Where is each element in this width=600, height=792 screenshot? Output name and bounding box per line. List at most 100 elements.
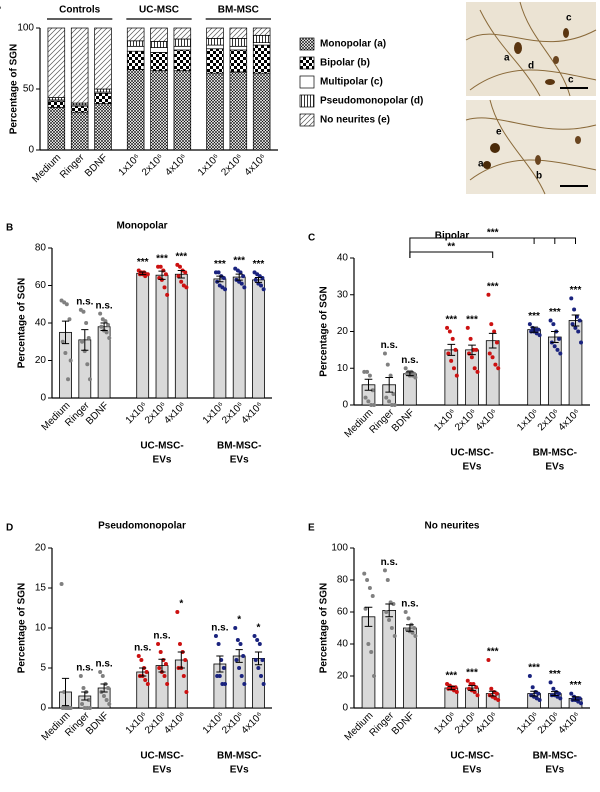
bar-segment (126, 27, 145, 42)
x-tick-label: 4x10⁶ (474, 407, 500, 433)
data-point (472, 690, 477, 694)
x-tick-label: 4x10⁶ (162, 400, 188, 426)
data-point (573, 325, 578, 330)
error-bar (406, 371, 414, 377)
data-point (527, 674, 532, 678)
data-point (555, 347, 560, 352)
data-point (234, 658, 239, 662)
group-label: BM-MSC- (533, 448, 577, 459)
x-tick-label: Medium (30, 152, 63, 185)
group-label: BM-MSC- (533, 751, 577, 762)
data-point (387, 618, 392, 622)
y-tick-label: 40 (337, 253, 349, 264)
significance-label: n.s. (95, 659, 112, 670)
significance-label: n.s. (381, 557, 398, 568)
data-point (372, 403, 377, 407)
data-point (413, 375, 418, 380)
data-point (98, 311, 103, 316)
x-tick-label: 4x10⁶ (163, 152, 189, 178)
group-label: UC-MSC- (140, 441, 183, 452)
comparison-label: *** (487, 228, 499, 239)
significance-label: * (237, 615, 241, 626)
error-bar (530, 690, 538, 697)
bar (232, 655, 246, 709)
significance-label: *** (445, 671, 457, 682)
data-point (445, 325, 450, 330)
data-point (81, 309, 86, 314)
data-point (184, 285, 189, 290)
significance-label: n.s. (211, 623, 228, 634)
bar-segment (94, 88, 112, 93)
x-tick-label: 2x10⁶ (453, 407, 479, 433)
legend-label: Pseudomonopolar (d) (320, 96, 423, 107)
data-point (475, 693, 480, 698)
data-point (84, 321, 89, 325)
bar (444, 349, 459, 406)
error-bar (530, 326, 538, 333)
significance-label: n.s. (153, 631, 170, 642)
data-point (577, 696, 582, 701)
data-point (551, 322, 556, 327)
data-point (176, 274, 181, 279)
data-point (406, 616, 411, 621)
error-bar (254, 276, 263, 283)
group-label: EVs (230, 765, 249, 776)
x-tick-label: 1x10⁶ (196, 152, 222, 178)
data-point (98, 670, 103, 674)
x-tick-label: 4x10⁶ (239, 400, 265, 426)
data-point (107, 702, 112, 706)
y-axis-label: Percentage of SGN (17, 278, 28, 369)
error-bar (447, 685, 456, 691)
error-bar (216, 655, 224, 673)
bar-segment (70, 111, 89, 151)
panel-letter: A (0, 1, 1, 12)
significance-label: *** (214, 259, 226, 270)
legend-swatch (299, 75, 315, 89)
data-point (104, 330, 109, 335)
bar (361, 616, 376, 709)
data-point (413, 634, 418, 638)
bar-segment (173, 49, 192, 72)
data-point (449, 358, 454, 363)
group-label: EVs (153, 455, 172, 466)
data-point (64, 302, 69, 307)
error-bar (100, 322, 108, 331)
group-label: EVs (463, 462, 482, 473)
data-point (144, 670, 149, 674)
data-point (365, 369, 370, 374)
y-tick-label: 15 (35, 583, 47, 594)
significance-label: * (179, 599, 183, 610)
significance-label: *** (466, 667, 478, 678)
data-point (101, 694, 106, 698)
error-bar (364, 378, 373, 391)
micrograph-label: e (496, 127, 502, 138)
bar (232, 276, 246, 399)
data-point (81, 686, 86, 690)
data-point (385, 578, 390, 582)
data-point (492, 329, 497, 334)
data-point (238, 642, 243, 646)
data-point (487, 351, 492, 356)
data-point (536, 691, 541, 696)
data-point (181, 674, 186, 678)
y-tick-label: 20 (337, 671, 349, 682)
significance-label: n.s. (401, 355, 418, 366)
data-point (241, 654, 246, 658)
significance-label: * (257, 623, 261, 634)
data-point (183, 270, 188, 275)
error-bar (488, 332, 497, 349)
x-tick-label: 1x10⁶ (432, 710, 458, 736)
x-tick-label: 4x10⁶ (474, 710, 500, 736)
data-point (557, 691, 562, 696)
bar (527, 329, 541, 406)
y-axis-label: Percentage of SGN (17, 583, 28, 674)
data-point (369, 403, 374, 407)
y-tick-label: 80 (35, 243, 47, 254)
chart-title: Pseudomonopolar (98, 521, 186, 532)
y-tick-label: 40 (35, 318, 47, 329)
data-point (156, 642, 161, 646)
bar-segment (173, 27, 192, 40)
data-point (494, 340, 499, 345)
significance-label: *** (549, 307, 561, 318)
x-tick-label: 4x10⁶ (239, 710, 265, 736)
